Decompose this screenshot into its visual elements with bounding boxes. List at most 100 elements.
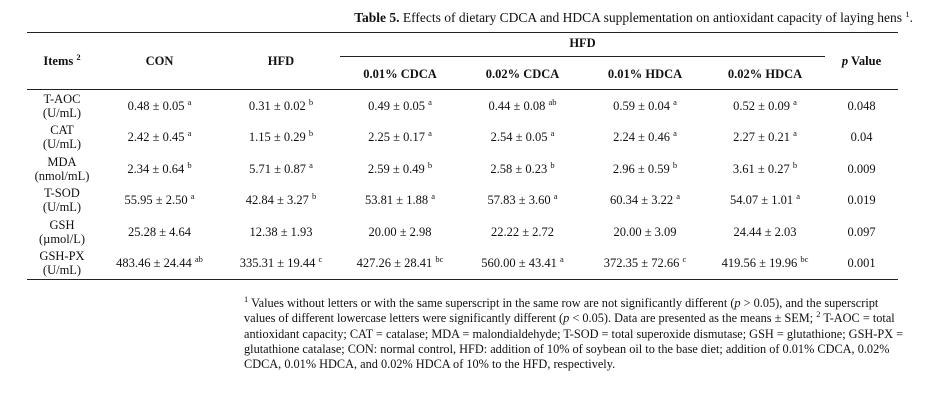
value-text: 427.26 ± 28.41 bbox=[356, 256, 433, 271]
item-name: T-SOD bbox=[44, 186, 80, 201]
value-text: 20.00 ± 3.09 bbox=[613, 224, 677, 239]
item-name: T-AOC bbox=[43, 91, 81, 106]
significance-letter: bc bbox=[800, 254, 809, 265]
item-cell: MDA (nmol/mL) bbox=[27, 153, 97, 185]
table-row: T-AOC (U/mL) 0.48 ± 0.05 a 0.31 ± 0.02 b 0.4… bbox=[27, 90, 898, 122]
significance-letter: b bbox=[792, 159, 798, 170]
value-text: 483.46 ± 24.44 bbox=[116, 256, 192, 271]
item-unit: (nmol/mL) bbox=[34, 168, 90, 183]
value-text: 20.00 ± 2.98 bbox=[368, 224, 432, 239]
item-cell: CAT (U/mL) bbox=[27, 122, 97, 154]
footnote-mark-2: 2 bbox=[816, 309, 821, 320]
value-text: 372.35 ± 72.66 bbox=[603, 256, 680, 271]
value-text: 335.31 ± 19.44 bbox=[239, 256, 316, 271]
value-cell: 2.42 ± 0.45 a bbox=[97, 122, 222, 154]
value-text: 54.07 ± 1.01 bbox=[729, 193, 794, 208]
value-text: 55.95 ± 2.50 bbox=[124, 193, 188, 208]
footnote-mark-1: 1 bbox=[244, 294, 249, 304]
table-row: GSH (µmol/L) 25.28 ± 4.64 12.38 ± 1.93 20.… bbox=[27, 216, 898, 248]
significance-letter: c bbox=[682, 254, 687, 265]
value-cell: 42.84 ± 3.27 b bbox=[222, 185, 340, 217]
significance-letter: a bbox=[793, 128, 797, 139]
value-cell: 372.35 ± 72.66 c bbox=[585, 247, 705, 280]
value-cell: 12.38 ± 1.93 bbox=[222, 216, 340, 248]
header-hfd: HFD bbox=[222, 32, 340, 90]
item-unit: (µmol/L) bbox=[38, 231, 86, 246]
value-cell: 2.25 ± 0.17 a bbox=[340, 122, 460, 154]
value-cell: 2.96 ± 0.59 b bbox=[585, 153, 705, 185]
item-cell: T-AOC (U/mL) bbox=[27, 90, 97, 122]
header-items: Items 2 bbox=[27, 32, 97, 90]
significance-letter: a bbox=[673, 96, 677, 107]
value-text: 60.34 ± 3.22 bbox=[609, 193, 674, 208]
table-title: Effects of dietary CDCA and HDCA supplem… bbox=[402, 10, 902, 25]
significance-letter: a bbox=[673, 128, 677, 139]
p-value-cell: 0.009 bbox=[847, 161, 876, 176]
significance-letter: bc bbox=[435, 254, 444, 265]
table-row: CAT (U/mL) 2.42 ± 0.45 a 1.15 ± 0.29 b 2.25 … bbox=[27, 122, 898, 154]
header-p-symbol: p bbox=[841, 53, 849, 68]
significance-letter: a bbox=[793, 96, 797, 107]
significance-letter: a bbox=[796, 191, 801, 202]
significance-letter: a bbox=[676, 191, 681, 202]
value-text: 419.56 ± 19.96 bbox=[721, 256, 798, 271]
value-text: 1.15 ± 0.29 bbox=[248, 130, 306, 145]
value-text: 0.49 ± 0.05 bbox=[368, 98, 425, 113]
value-cell: 55.95 ± 2.50 a bbox=[97, 185, 222, 217]
item-name: GSH bbox=[49, 217, 75, 232]
value-cell: 20.00 ± 2.98 bbox=[340, 216, 460, 248]
item-unit: (U/mL) bbox=[42, 137, 82, 152]
value-text: 2.34 ± 0.64 bbox=[127, 161, 185, 176]
p-value-cell: 0.097 bbox=[847, 224, 876, 239]
value-text: 22.22 ± 2.72 bbox=[490, 224, 555, 239]
footnote-text: < 0.05). Data are presented as the means… bbox=[569, 311, 817, 326]
item-cell: GSH (µmol/L) bbox=[27, 216, 97, 248]
value-cell: 22.22 ± 2.72 bbox=[460, 216, 585, 248]
value-text: 57.83 ± 3.60 bbox=[487, 193, 551, 208]
significance-letter: b bbox=[187, 159, 192, 170]
significance-letter: a bbox=[428, 128, 432, 139]
significance-letter: a bbox=[559, 254, 564, 265]
value-cell: 20.00 ± 3.09 bbox=[585, 216, 705, 248]
item-cell: GSH-PX (U/mL) bbox=[27, 247, 97, 280]
value-cell: 24.44 ± 2.03 bbox=[705, 216, 825, 248]
footnote-text: > 0.05), and the superscript values of d… bbox=[244, 296, 879, 326]
value-cell: 53.81 ± 1.88 a bbox=[340, 185, 460, 217]
item-cell: T-SOD (U/mL) bbox=[27, 185, 97, 217]
table-row: MDA (nmol/mL) 2.34 ± 0.64 b 5.71 ± 0.87 a 2.… bbox=[27, 153, 898, 185]
table-body: T-AOC (U/mL) 0.48 ± 0.05 a 0.31 ± 0.02 b 0.4… bbox=[27, 90, 899, 280]
item-name: CAT bbox=[50, 123, 74, 138]
significance-letter: a bbox=[190, 191, 195, 202]
significance-letter: ab bbox=[548, 96, 557, 107]
value-text: 560.00 ± 43.41 bbox=[481, 256, 557, 271]
significance-letter: a bbox=[187, 96, 192, 107]
significance-letter: a bbox=[309, 159, 313, 170]
significance-letter: ab bbox=[194, 254, 203, 265]
header-cdca-001: 0.01% CDCA bbox=[340, 59, 460, 90]
value-text: 0.44 ± 0.08 bbox=[488, 98, 546, 113]
value-cell: 60.34 ± 3.22 a bbox=[585, 185, 705, 217]
table-row: GSH-PX (U/mL) 483.46 ± 24.44 ab 335.31 ± 19… bbox=[27, 247, 899, 280]
p-value-cell: 0.019 bbox=[847, 193, 876, 208]
significance-letter: a bbox=[428, 96, 432, 107]
header-cdca-002: 0.02% CDCA bbox=[460, 59, 585, 90]
value-text: 24.44 ± 2.03 bbox=[733, 224, 797, 239]
value-text: 2.27 ± 0.21 bbox=[733, 130, 790, 145]
table-footnote: 1 Values without letters or with the sam… bbox=[244, 294, 904, 372]
significance-letter: a bbox=[550, 128, 555, 139]
item-name: GSH-PX bbox=[39, 249, 85, 264]
significance-letter: b bbox=[312, 191, 317, 202]
value-cell: 0.31 ± 0.02 b bbox=[222, 90, 340, 122]
value-text: 42.84 ± 3.27 bbox=[245, 193, 309, 208]
value-text: 2.58 ± 0.23 bbox=[490, 161, 548, 176]
value-cell: 0.48 ± 0.05 a bbox=[97, 90, 222, 122]
significance-letter: b bbox=[308, 96, 314, 107]
value-text: 2.54 ± 0.05 bbox=[490, 130, 548, 145]
header-con: CON bbox=[97, 32, 222, 90]
value-text: 12.38 ± 1.93 bbox=[249, 224, 313, 239]
value-cell: 2.54 ± 0.05 a bbox=[460, 122, 585, 154]
value-cell: 2.58 ± 0.23 b bbox=[460, 153, 585, 185]
significance-letter: b bbox=[550, 159, 555, 170]
item-unit: (U/mL) bbox=[42, 105, 82, 120]
value-cell: 2.24 ± 0.46 a bbox=[585, 122, 705, 154]
